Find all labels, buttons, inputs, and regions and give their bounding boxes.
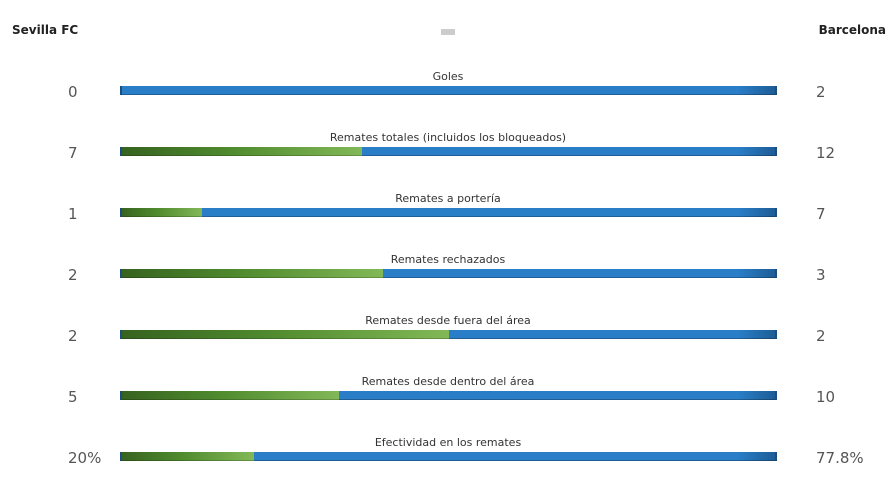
home-value: 20% [68, 449, 102, 467]
home-share-fill [120, 330, 449, 339]
stat-label: Remates totales (incluidos los bloqueado… [329, 131, 567, 144]
stat-row-remates-dentro-area: Remates desde dentro del área 5 10 [0, 375, 896, 415]
comparison-bar [120, 391, 777, 400]
stat-row-efectividad: Efectividad en los remates 20% 77.8% [0, 436, 896, 476]
away-value: 3 [816, 266, 826, 284]
stat-label: Remates desde dentro del área [361, 375, 535, 388]
away-value: 2 [816, 327, 826, 345]
away-value: 10 [816, 388, 836, 406]
home-value: 0 [68, 83, 78, 101]
home-value: 5 [68, 388, 78, 406]
comparison-bar [120, 208, 777, 217]
stat-row-goles: Goles 0 2 [0, 70, 896, 110]
stat-label: Efectividad en los remates [374, 436, 522, 449]
stat-row-remates-rechazados: Remates rechazados 2 3 [0, 253, 896, 293]
stat-row-remates-totales: Remates totales (incluidos los bloqueado… [0, 131, 896, 171]
home-value: 1 [68, 205, 78, 223]
view-toggle[interactable] [441, 29, 455, 35]
stat-label: Remates rechazados [390, 253, 506, 266]
home-share-fill [120, 208, 203, 217]
away-value: 12 [816, 144, 836, 162]
home-share-fill [120, 147, 362, 156]
home-value: 7 [68, 144, 78, 162]
home-share-fill [120, 391, 339, 400]
stat-label: Goles [432, 70, 464, 83]
home-share-fill [120, 269, 383, 278]
stat-label: Remates a portería [395, 192, 501, 205]
home-value: 2 [68, 327, 78, 345]
stat-row-remates-fuera-area: Remates desde fuera del área 2 2 [0, 314, 896, 354]
stat-label: Remates desde fuera del área [365, 314, 531, 327]
comparison-bar [120, 147, 777, 156]
away-value: 77.8% [816, 449, 864, 467]
home-share-fill [120, 452, 255, 461]
away-value: 2 [816, 83, 826, 101]
home-value: 2 [68, 266, 78, 284]
comparison-bar [120, 452, 777, 461]
away-value: 7 [816, 205, 826, 223]
comparison-bar [120, 330, 777, 339]
home-team-name: Sevilla FC [12, 23, 79, 37]
away-team-name: Barcelona [818, 23, 886, 37]
comparison-bar [120, 86, 777, 95]
comparison-bar [120, 269, 777, 278]
stat-row-remates-porteria: Remates a portería 1 7 [0, 192, 896, 232]
